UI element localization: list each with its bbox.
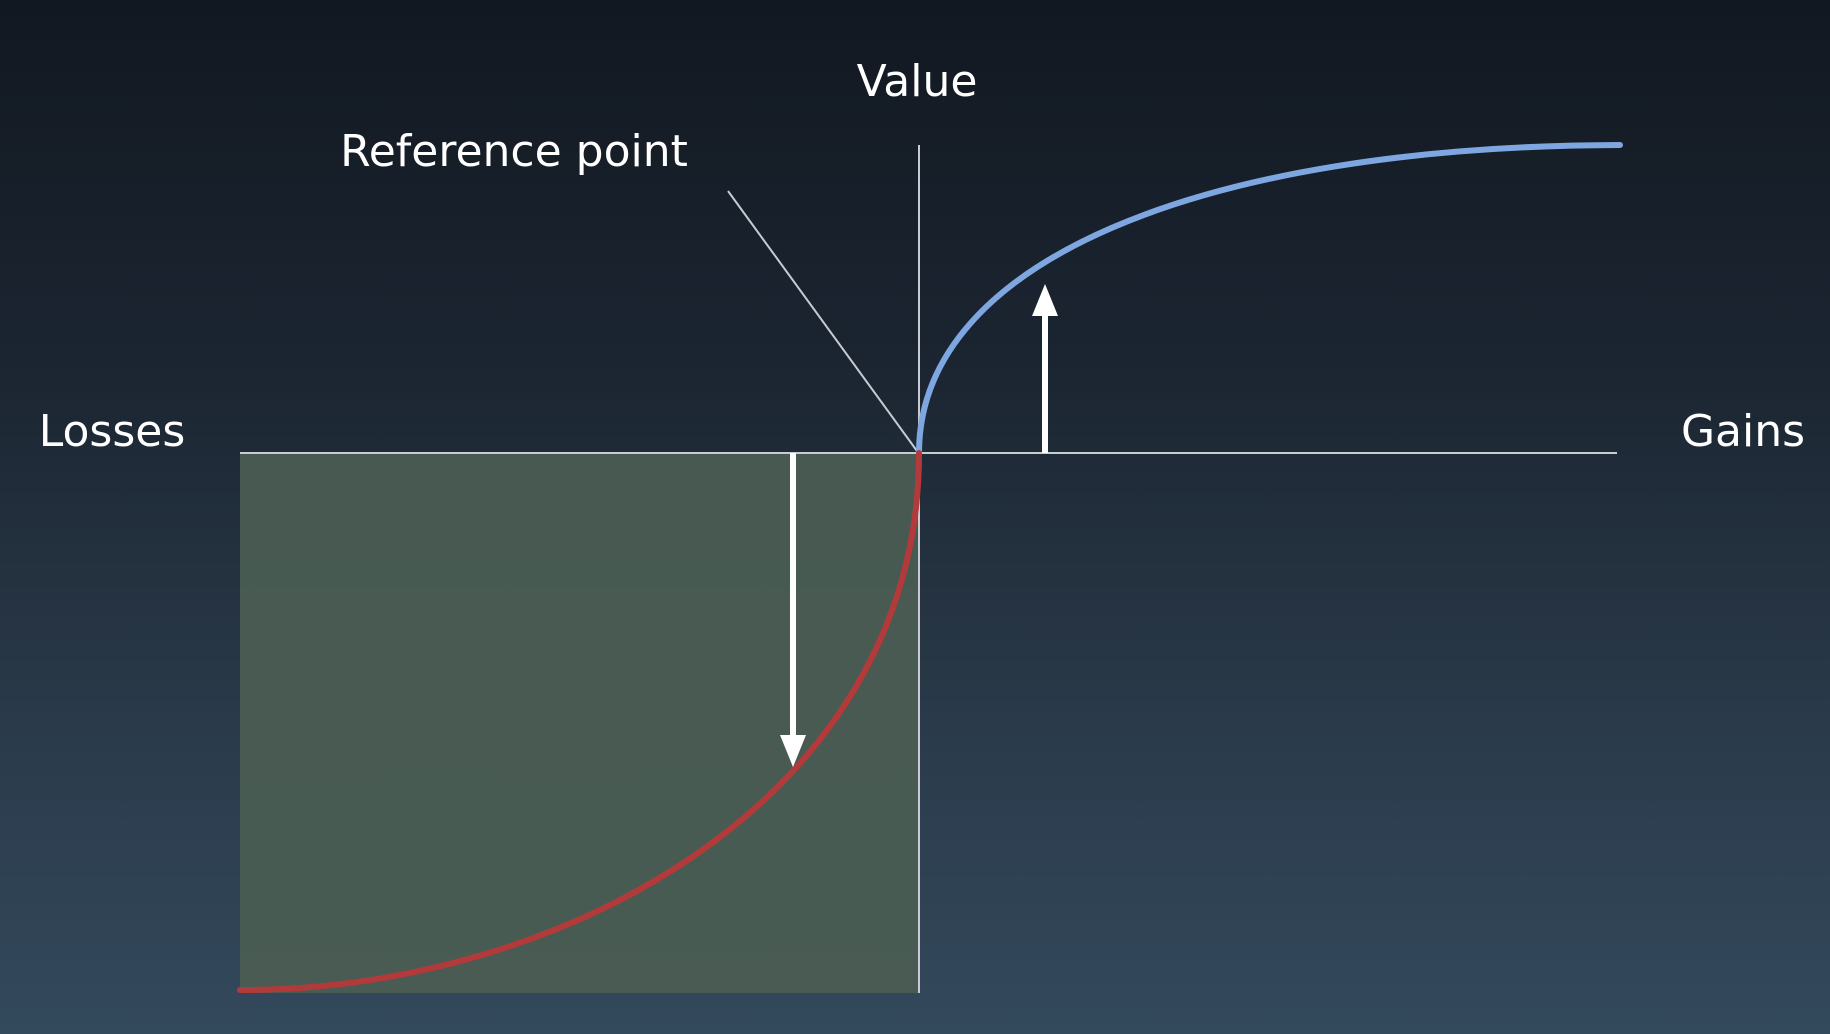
arrow-down-icon bbox=[780, 453, 806, 767]
gains-label: Gains bbox=[1681, 406, 1805, 457]
losses-label: Losses bbox=[39, 406, 186, 457]
reference-point-pointer bbox=[727, 190, 918, 452]
arrow-up-icon bbox=[1032, 284, 1058, 453]
value-axis-label: Value bbox=[857, 56, 978, 107]
losses-curve bbox=[237, 450, 922, 993]
gains-curve bbox=[916, 142, 1623, 456]
reference-point-label: Reference point bbox=[340, 126, 688, 177]
loss-area bbox=[240, 453, 919, 993]
